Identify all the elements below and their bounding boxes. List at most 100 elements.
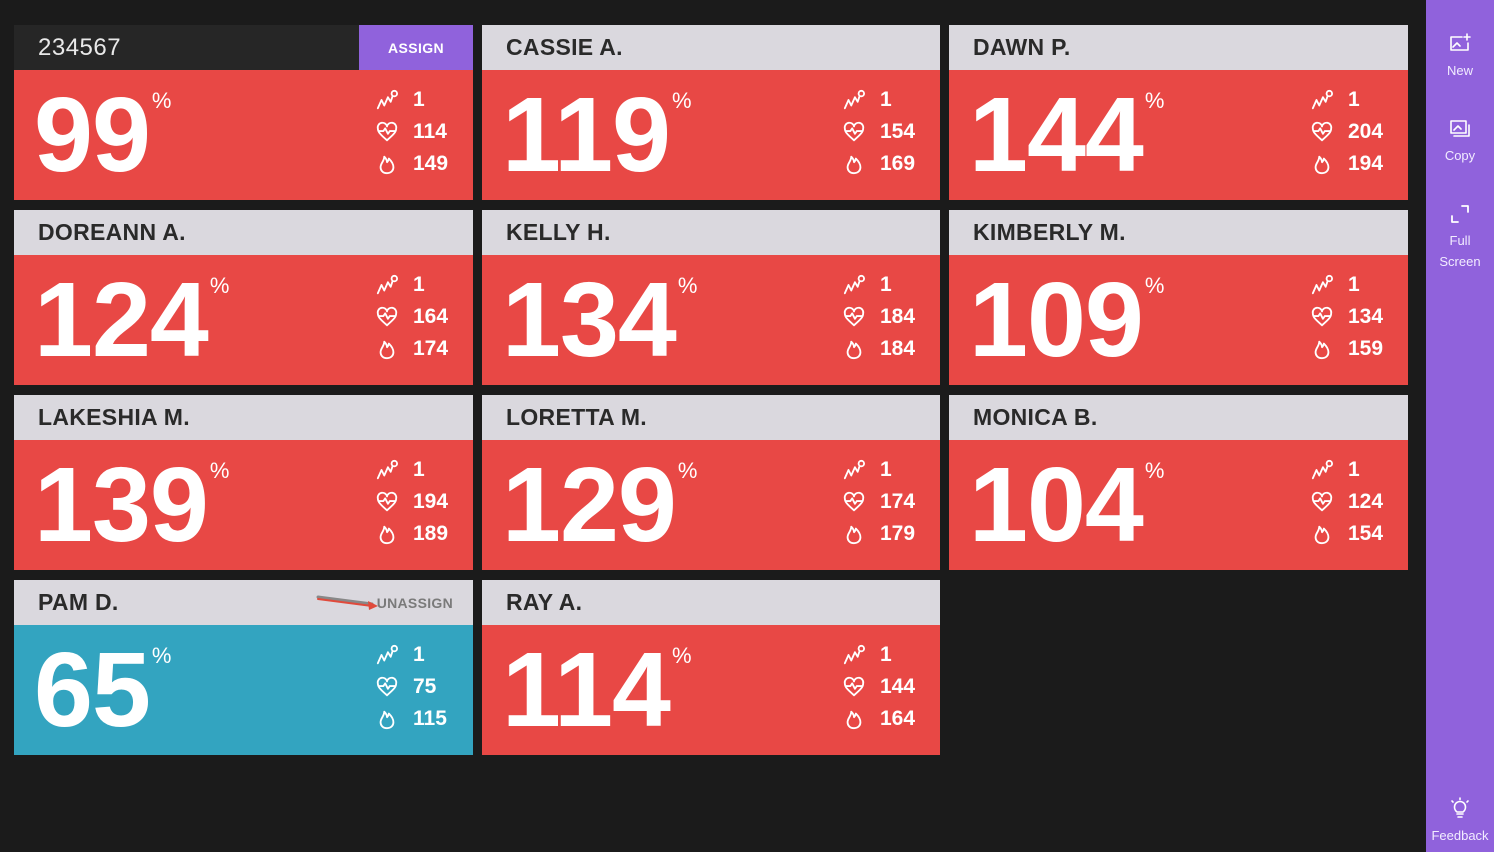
lightbulb-icon (1451, 797, 1469, 818)
effort-percent: 139 (34, 446, 209, 564)
stat-heart-rate: 184 (842, 301, 924, 333)
tile-body: 65 % 1 75 115 (14, 625, 473, 755)
stat-calories: 174 (375, 333, 457, 365)
stat-value: 174 (413, 337, 449, 360)
stats-list: 1 194 189 (375, 454, 457, 550)
tile-header: LAKESHIA M. (14, 395, 473, 440)
heart-rate-icon (842, 121, 866, 143)
tile-ray-a[interactable]: RAY A. 114 % 1 144 164 (482, 580, 940, 755)
tile-dawn-p[interactable]: DAWN P. 144 % 1 204 194 (949, 25, 1408, 200)
stat-value: 1 (1348, 88, 1360, 111)
stats-list: 1 164 174 (375, 269, 457, 365)
effort-percent: 134 (502, 261, 677, 379)
effort-percent: 124 (34, 261, 209, 379)
stat-value: 124 (1348, 490, 1384, 513)
activity-points-icon (375, 274, 399, 296)
tile-cassie-a[interactable]: CASSIE A. 119 % 1 154 169 (482, 25, 940, 200)
stat-heart-rate: 204 (1310, 116, 1392, 148)
tile-name: MONICA B. (973, 404, 1098, 430)
tile-name: LORETTA M. (506, 404, 647, 430)
feedback-button[interactable]: Feedback (1426, 797, 1494, 846)
tile-body: 119 % 1 154 169 (482, 70, 940, 200)
stats-list: 1 184 184 (842, 269, 924, 365)
activity-points-icon (375, 459, 399, 481)
stat-value: 154 (1348, 522, 1384, 545)
full-screen-label-1: Full (1449, 233, 1471, 248)
activity-points-icon (842, 274, 866, 296)
tile-name: RAY A. (506, 589, 583, 615)
stat-points: 1 (842, 639, 924, 671)
tile-header: CASSIE A. (482, 25, 940, 70)
tile-header: KIMBERLY M. (949, 210, 1408, 255)
calories-flame-icon (842, 708, 866, 730)
effort-percent: 114 (502, 631, 671, 749)
stats-list: 1 124 154 (1310, 454, 1392, 550)
stat-value: 194 (413, 490, 449, 513)
calories-flame-icon (1310, 153, 1334, 175)
activity-points-icon (375, 644, 399, 666)
stat-points: 1 (842, 84, 924, 116)
tile-monica-b[interactable]: MONICA B. 104 % 1 124 154 (949, 395, 1408, 570)
tile-lakeshia-m[interactable]: LAKESHIA M. 139 % 1 194 189 (14, 395, 473, 570)
activity-points-icon (1310, 274, 1334, 296)
tile-body: 134 % 1 184 184 (482, 255, 940, 385)
percent-sign: % (672, 643, 692, 668)
tile-name: KELLY H. (506, 219, 611, 245)
copy-button[interactable]: Copy (1426, 117, 1494, 166)
stat-points: 1 (1310, 454, 1392, 486)
stat-value: 179 (880, 522, 916, 545)
tile-header: MONICA B. (949, 395, 1408, 440)
tile-header: KELLY H. (482, 210, 940, 255)
tile-kimberly-m[interactable]: KIMBERLY M. 109 % 1 134 159 (949, 210, 1408, 385)
tile-header: PAM D. UNASSIGN (14, 580, 473, 625)
tile-kelly-h[interactable]: KELLY H. 134 % 1 184 184 (482, 210, 940, 385)
full-screen-icon (1451, 205, 1469, 223)
calories-flame-icon (1310, 338, 1334, 360)
stat-calories: 169 (842, 148, 924, 180)
calories-flame-icon (842, 153, 866, 175)
stat-value: 1 (413, 643, 425, 666)
heart-rate-icon (842, 676, 866, 698)
heart-rate-icon (842, 491, 866, 513)
copy-label: Copy (1444, 148, 1476, 163)
percent-sign: % (672, 88, 692, 113)
stat-value: 1 (880, 273, 892, 296)
new-button[interactable]: New (1426, 32, 1494, 81)
tile-name: CASSIE A. (506, 34, 623, 60)
stat-value: 189 (413, 522, 449, 545)
full-screen-button[interactable]: Full Screen (1426, 202, 1494, 272)
percent-sign: % (677, 273, 698, 298)
calories-flame-icon (375, 153, 399, 175)
stat-value: 1 (413, 88, 425, 111)
stat-value: 1 (880, 643, 892, 666)
assign-button[interactable]: ASSIGN (359, 25, 473, 70)
tile-loretta-m[interactable]: LORETTA M. 129 % 1 174 179 (482, 395, 940, 570)
stat-value: 1 (880, 458, 892, 481)
calories-flame-icon (1310, 523, 1334, 545)
stat-calories: 189 (375, 518, 457, 550)
effort-percent: 104 (969, 446, 1144, 564)
new-label: New (1446, 63, 1473, 78)
tile-pam-d[interactable]: PAM D. UNASSIGN 65 % 1 75 (14, 580, 473, 755)
activity-points-icon (1310, 459, 1334, 481)
stat-value: 114 (413, 120, 447, 143)
tile-body: 99 % 1 114 149 (14, 70, 473, 200)
percent-sign: % (677, 458, 698, 483)
percent-sign: % (151, 643, 172, 668)
tile-doreann-a[interactable]: DOREANN A. 124 % 1 164 174 (14, 210, 473, 385)
unassign-button[interactable]: UNASSIGN (376, 594, 453, 611)
effort-percent: 144 (969, 76, 1144, 194)
stat-value: 169 (880, 152, 916, 175)
feedback-label: Feedback (1431, 828, 1489, 843)
stats-list: 1 174 179 (842, 454, 924, 550)
stat-value: 149 (413, 152, 449, 175)
tile-header: DOREANN A. (14, 210, 473, 255)
tile-234567[interactable]: 234567 ASSIGN 99 % 1 114 149 (14, 25, 473, 200)
percent-sign: % (1144, 458, 1165, 483)
stat-calories: 159 (1310, 333, 1392, 365)
stat-calories: 164 (842, 703, 924, 735)
stat-value: 144 (880, 675, 916, 698)
stat-value: 194 (1348, 152, 1384, 175)
copy-screen-icon (1450, 120, 1470, 137)
activity-points-icon (842, 89, 866, 111)
